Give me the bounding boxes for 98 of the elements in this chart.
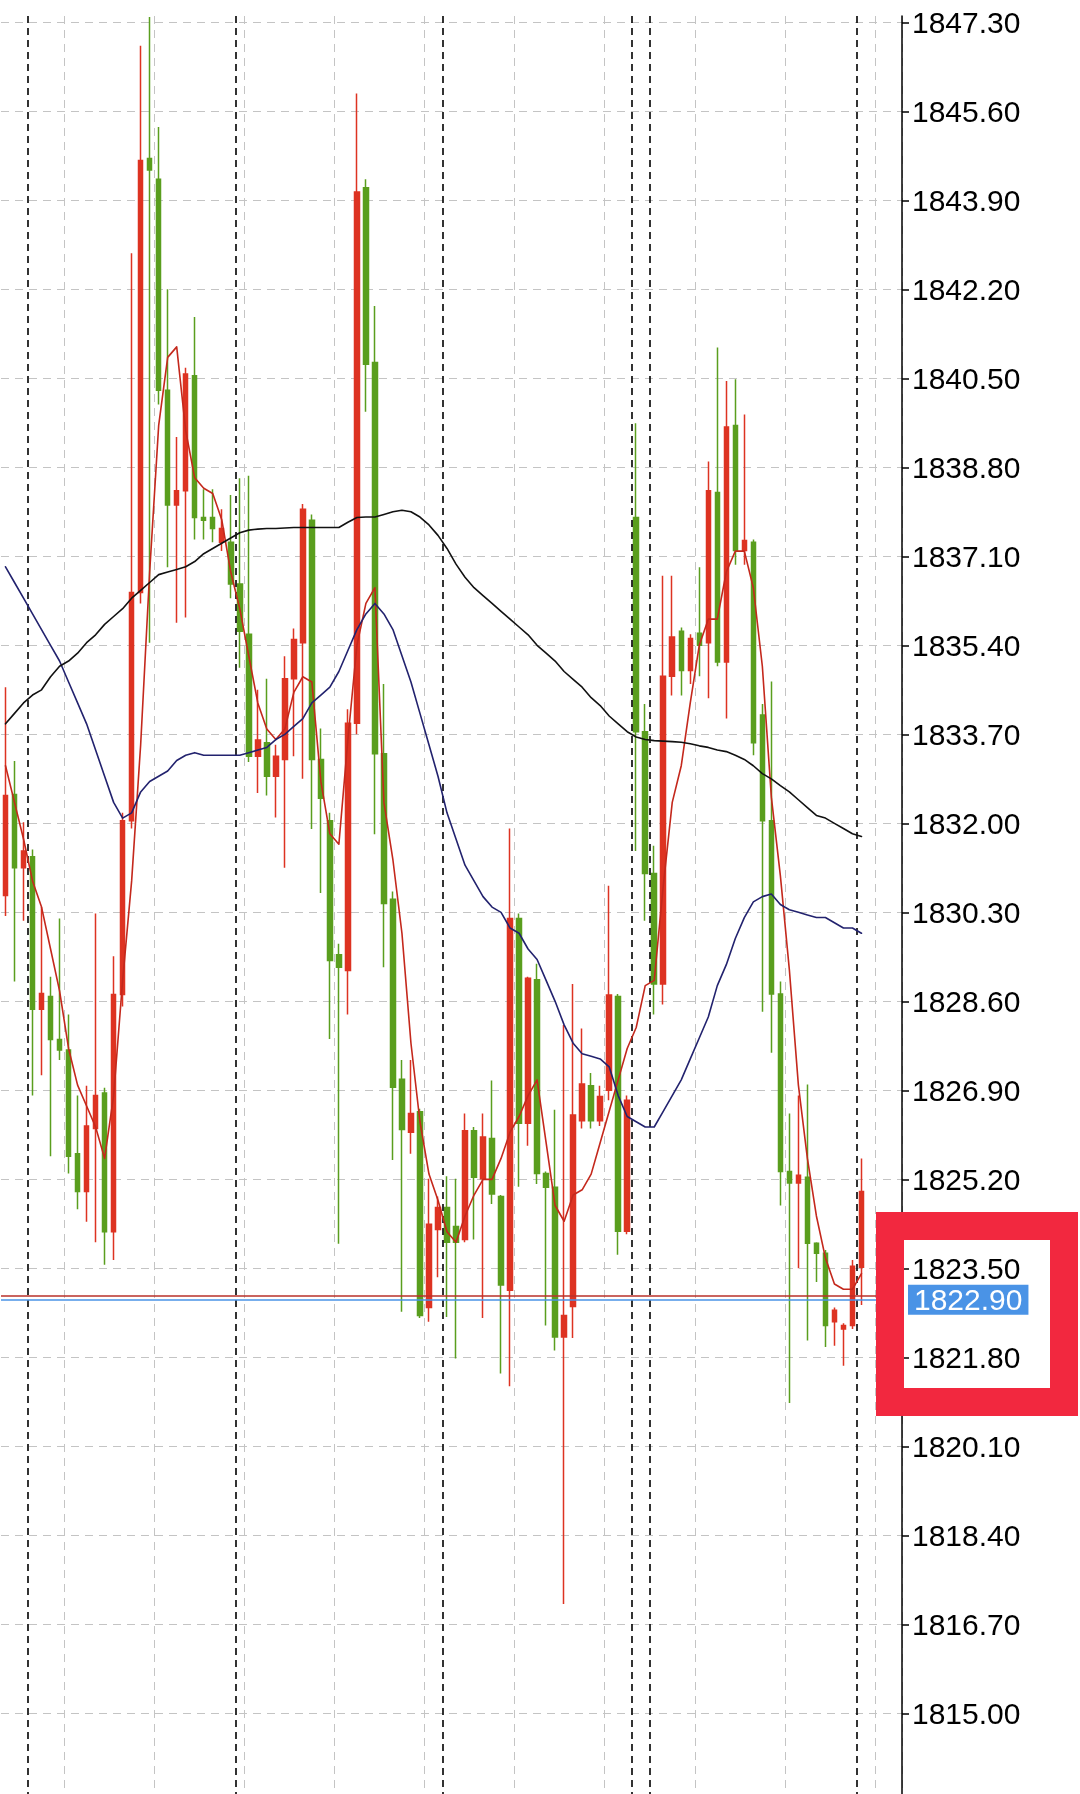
y-tick-label: 1821.80 [912,1340,1021,1374]
ref-line-label: 1822.90 [914,1283,1023,1317]
candlestick [326,812,334,1040]
candlestick [263,678,271,797]
y-tick-label: 1830.30 [912,895,1021,929]
candlestick [65,1013,72,1175]
candlestick [290,627,298,758]
candlestick [524,975,532,1147]
candlestick [714,346,721,668]
y-tick-label: 1840.50 [912,361,1021,395]
y-tick-label: 1828.60 [912,984,1021,1018]
candlestick [497,1194,505,1375]
candlestick [831,1306,838,1347]
candlestick [236,477,244,669]
y-tick-label: 1825.20 [912,1162,1021,1196]
candlestick [20,821,27,922]
candlestick [353,92,361,736]
candlestick [335,942,343,1245]
candlestick [398,1059,406,1313]
candlestick [11,760,18,983]
y-tick-label: 1842.20 [912,272,1021,306]
candlestick [858,1157,865,1306]
y-tick-label: 1826.90 [912,1073,1021,1107]
candlestick [2,686,9,917]
candlestick [362,178,370,413]
candlestick [732,378,739,566]
candlestick [191,316,198,541]
candlestick [741,413,748,566]
candlestick [488,1079,496,1205]
y-tick-label: 1832.00 [912,806,1021,840]
candlestick [587,1072,595,1130]
line-series [4,565,863,1128]
candlestick [623,1094,631,1236]
candlestick [56,917,63,1061]
y-tick-label: 1833.70 [912,717,1021,751]
line-series [4,346,863,1291]
y-tick-label: 1818.40 [912,1518,1021,1552]
candlestick [804,1083,811,1342]
candlestick [723,380,730,720]
candlestick [641,703,649,922]
candlestick [569,983,577,1339]
candlestick [678,626,685,697]
candlestick [632,422,640,852]
candlestick [596,1084,604,1127]
candlestick [200,488,207,541]
candlestick [479,1112,487,1319]
candlestick [605,884,613,1102]
candlestick [668,574,676,697]
y-tick-label: 1843.90 [912,183,1021,217]
candlestick [470,1126,478,1241]
candlestick [128,252,135,830]
candlestick [299,503,307,780]
candlestick [452,1178,460,1360]
candlestick [813,1241,820,1283]
candlestick [254,689,262,794]
candlestick [389,890,397,1161]
y-tick-label: 1820.10 [912,1429,1021,1463]
candlestick [777,980,784,1207]
candlestick [533,962,541,1185]
candlestick [515,912,523,1188]
candlestick [506,827,514,1387]
y-tick-label: 1815.00 [912,1696,1021,1730]
candlestick [542,1170,550,1327]
candlestick [83,1084,90,1223]
candlestick [245,474,253,763]
candlestick [74,1094,81,1210]
candlestick [209,488,216,543]
candlestick [146,16,153,644]
candlestick [840,1322,847,1367]
candlestick [137,45,144,605]
candlestick [696,566,703,677]
y-tick-label: 1838.80 [912,450,1021,484]
candlestick [786,1112,793,1404]
candlestick [768,680,775,1054]
candlestick [705,460,712,699]
y-tick-label: 1823.50 [912,1251,1021,1285]
line-series [4,509,863,838]
y-tick-label: 1837.10 [912,539,1021,573]
candlestick [425,1178,433,1323]
candlestick [281,655,289,869]
y-tick-label: 1847.30 [912,5,1021,39]
candlestick [92,912,99,1243]
candlestick [164,288,171,569]
y-tick-label: 1816.70 [912,1607,1021,1641]
candlestick [29,848,36,1097]
candlestick [560,1024,568,1605]
y-tick-label: 1845.60 [912,94,1021,128]
candlestick [443,1175,451,1318]
candlestick [795,1094,802,1270]
y-tick-label: 1835.40 [912,628,1021,662]
candlestick [155,126,162,406]
candlestick [759,703,766,1013]
candlestick [173,436,180,624]
candlestick [687,633,694,685]
candlestick [578,1027,586,1130]
candlestick [272,744,280,819]
candlestick [407,1059,415,1155]
candlestick [47,975,54,1158]
